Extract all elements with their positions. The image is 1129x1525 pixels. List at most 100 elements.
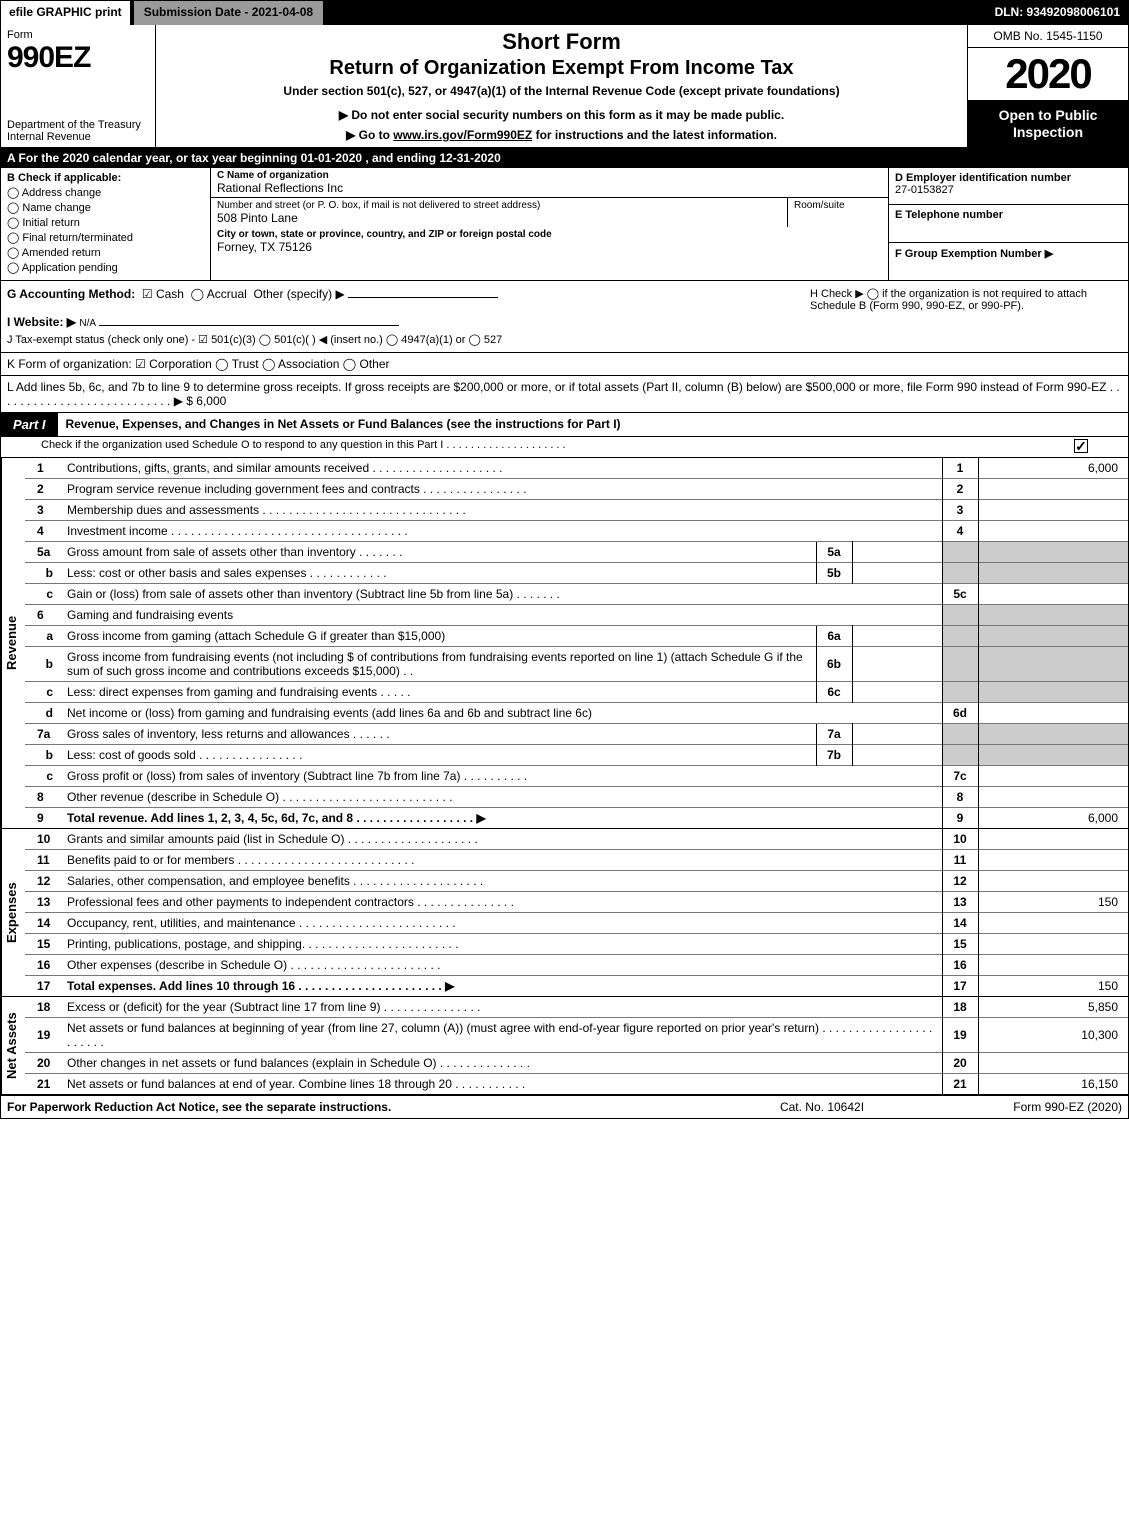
- line-6d: dNet income or (loss) from gaming and fu…: [25, 702, 1128, 723]
- row-a-tax-year: A For the 2020 calendar year, or tax yea…: [1, 148, 1128, 168]
- schedule-o-checkbox[interactable]: [1074, 439, 1088, 453]
- chk-final-return[interactable]: ◯ Final return/terminated: [7, 231, 204, 244]
- line-j-tax-exempt: J Tax-exempt status (check only one) - ☑…: [7, 333, 802, 346]
- gross-receipts-amount: 6,000: [196, 394, 226, 408]
- line-10: 10Grants and similar amounts paid (list …: [25, 829, 1128, 850]
- line-1: 1Contributions, gifts, grants, and simil…: [25, 458, 1128, 479]
- e-label: E Telephone number: [895, 209, 1122, 221]
- section-c-org: C Name of organization Rational Reflecti…: [211, 168, 888, 280]
- phone-cell: E Telephone number: [889, 205, 1128, 243]
- line-7c: cGross profit or (loss) from sales of in…: [25, 765, 1128, 786]
- org-name-cell: C Name of organization Rational Reflecti…: [211, 168, 888, 198]
- expenses-table: 10Grants and similar amounts paid (list …: [25, 829, 1128, 996]
- form-990ez-page: efile GRAPHIC print Submission Date - 20…: [0, 0, 1129, 1119]
- form-number: 990EZ: [7, 41, 149, 75]
- line-7a: 7aGross sales of inventory, less returns…: [25, 723, 1128, 744]
- title-short-form: Short Form: [166, 29, 957, 55]
- form-header: Form 990EZ Department of the Treasury In…: [1, 25, 1128, 148]
- line-11: 11Benefits paid to or for members . . . …: [25, 849, 1128, 870]
- top-bar: efile GRAPHIC print Submission Date - 20…: [1, 1, 1128, 25]
- line-20: 20Other changes in net assets or fund ba…: [25, 1052, 1128, 1073]
- org-name: Rational Reflections Inc: [217, 181, 882, 195]
- room-label: Room/suite: [794, 200, 882, 211]
- expenses-side-label: Expenses: [1, 829, 25, 996]
- addr-label: Number and street (or P. O. box, if mail…: [217, 200, 781, 211]
- revenue-side-label: Revenue: [1, 458, 25, 828]
- part-i-title: Revenue, Expenses, and Changes in Net As…: [58, 413, 1128, 435]
- subtitle: Under section 501(c), 527, or 4947(a)(1)…: [166, 84, 957, 98]
- part-i-tab: Part I: [1, 413, 58, 436]
- other-specify-input[interactable]: [348, 297, 498, 298]
- chk-initial-return[interactable]: ◯ Initial return: [7, 216, 204, 229]
- chk-amended-return[interactable]: ◯ Amended return: [7, 246, 204, 259]
- irs-link[interactable]: www.irs.gov/Form990EZ: [393, 128, 532, 142]
- paperwork-notice: For Paperwork Reduction Act Notice, see …: [7, 1100, 722, 1114]
- ein-value: 27-0153827: [895, 184, 1122, 196]
- c-label: C Name of organization: [217, 170, 882, 181]
- link-suffix: for instructions and the latest informat…: [532, 128, 777, 142]
- line-6a: aGross income from gaming (attach Schedu…: [25, 625, 1128, 646]
- b-label: B Check if applicable:: [7, 172, 204, 184]
- header-center: Short Form Return of Organization Exempt…: [156, 25, 968, 147]
- chk-cash[interactable]: Cash: [156, 287, 184, 301]
- line-k-org-form: K Form of organization: ☑ Corporation ◯ …: [1, 353, 1128, 376]
- website-value: N/A: [79, 318, 96, 329]
- line-14: 14Occupancy, rent, utilities, and mainte…: [25, 912, 1128, 933]
- d-label: D Employer identification number: [895, 172, 1122, 184]
- section-b-checkboxes: B Check if applicable: ◯ Address change …: [1, 168, 211, 280]
- chk-address-change[interactable]: ◯ Address change: [7, 186, 204, 199]
- line-5b: bLess: cost or other basis and sales exp…: [25, 562, 1128, 583]
- irs-link-line: ▶ Go to www.irs.gov/Form990EZ for instru…: [166, 128, 957, 142]
- other-specify[interactable]: Other (specify) ▶: [253, 287, 344, 301]
- chk-accrual[interactable]: Accrual: [207, 287, 247, 301]
- line-l-gross-receipts: L Add lines 5b, 6c, and 7b to line 9 to …: [1, 376, 1128, 413]
- form-id-footer: Form 990-EZ (2020): [922, 1100, 1122, 1114]
- form-label: Form: [7, 29, 149, 41]
- line-9: 9Total revenue. Add lines 1, 2, 3, 4, 5c…: [25, 807, 1128, 828]
- f-label: F Group Exemption Number ▶: [895, 247, 1122, 260]
- line-g-h: G Accounting Method: ☑ Cash ◯ Accrual Ot…: [1, 281, 1128, 353]
- line-6c: cLess: direct expenses from gaming and f…: [25, 681, 1128, 702]
- chk-application-pending[interactable]: ◯ Application pending: [7, 261, 204, 274]
- line-4: 4Investment income . . . . . . . . . . .…: [25, 520, 1128, 541]
- line-13: 13Professional fees and other payments t…: [25, 891, 1128, 912]
- link-prefix: ▶ Go to: [346, 128, 393, 142]
- city-cell: City or town, state or province, country…: [211, 227, 888, 256]
- line-6b: bGross income from fundraising events (n…: [25, 646, 1128, 681]
- group-exemption-cell: F Group Exemption Number ▶: [889, 243, 1128, 280]
- line-8: 8Other revenue (describe in Schedule O) …: [25, 786, 1128, 807]
- line-3: 3Membership dues and assessments . . . .…: [25, 499, 1128, 520]
- title-return: Return of Organization Exempt From Incom…: [166, 57, 957, 80]
- dept-treasury: Department of the Treasury Internal Reve…: [7, 119, 149, 143]
- line-6: 6Gaming and fundraising events: [25, 604, 1128, 625]
- line-7b: bLess: cost of goods sold . . . . . . . …: [25, 744, 1128, 765]
- line-17: 17Total expenses. Add lines 10 through 1…: [25, 975, 1128, 996]
- revenue-table: 1Contributions, gifts, grants, and simil…: [25, 458, 1128, 828]
- line-5a: 5aGross amount from sale of assets other…: [25, 541, 1128, 562]
- cat-no: Cat. No. 10642I: [722, 1100, 922, 1114]
- line-12: 12Salaries, other compensation, and empl…: [25, 870, 1128, 891]
- line-2: 2Program service revenue including gover…: [25, 478, 1128, 499]
- net-assets-section: Net Assets 18Excess or (deficit) for the…: [1, 997, 1128, 1096]
- city-label: City or town, state or province, country…: [217, 229, 882, 240]
- line-19: 19Net assets or fund balances at beginni…: [25, 1017, 1128, 1052]
- website-input[interactable]: [99, 325, 399, 326]
- street-row: Number and street (or P. O. box, if mail…: [211, 198, 888, 227]
- org-info-block: B Check if applicable: ◯ Address change …: [1, 168, 1128, 281]
- line-21: 21Net assets or fund balances at end of …: [25, 1073, 1128, 1094]
- expenses-section: Expenses 10Grants and similar amounts pa…: [1, 829, 1128, 997]
- line-15: 15Printing, publications, postage, and s…: [25, 933, 1128, 954]
- part-i-schedule-o-check: Check if the organization used Schedule …: [1, 437, 1128, 458]
- spacer: [325, 1, 986, 25]
- line-16: 16Other expenses (describe in Schedule O…: [25, 954, 1128, 975]
- part-i-header: Part I Revenue, Expenses, and Changes in…: [1, 413, 1128, 437]
- header-right: OMB No. 1545-1150 2020 Open to Public In…: [968, 25, 1128, 147]
- revenue-section: Revenue 1Contributions, gifts, grants, a…: [1, 458, 1128, 829]
- city-state-zip: Forney, TX 75126: [217, 240, 882, 254]
- tax-year: 2020: [968, 48, 1128, 101]
- efile-print-button[interactable]: efile GRAPHIC print: [1, 1, 132, 25]
- chk-name-change[interactable]: ◯ Name change: [7, 201, 204, 214]
- header-left: Form 990EZ Department of the Treasury In…: [1, 25, 156, 147]
- ssn-warning: ▶ Do not enter social security numbers o…: [166, 108, 957, 122]
- line-18: 18Excess or (deficit) for the year (Subt…: [25, 997, 1128, 1018]
